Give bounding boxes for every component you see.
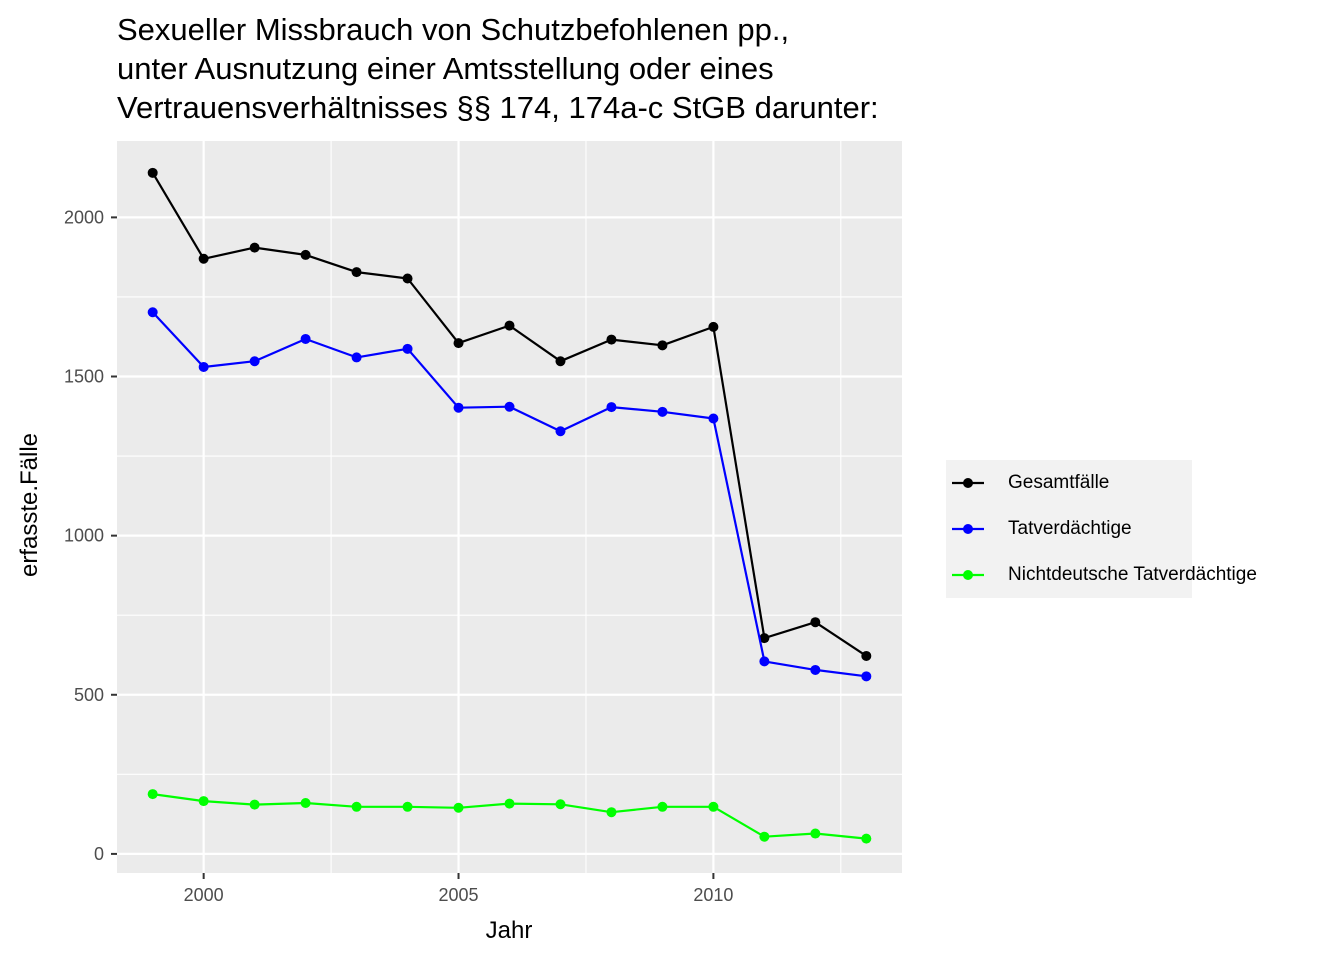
- data-point-series-0: [249, 242, 260, 253]
- y-tick-label: 500: [74, 685, 104, 705]
- data-point-series-2: [555, 799, 566, 810]
- chart-title-line-2: unter Ausnutzung einer Amtsstellung oder…: [117, 51, 774, 86]
- y-tick-label: 0: [94, 844, 104, 864]
- data-point-series-2: [504, 798, 515, 809]
- legend-label-gesamtfaelle: Gesamtfälle: [1008, 472, 1110, 493]
- data-point-series-0: [810, 617, 821, 628]
- data-point-series-1: [606, 402, 617, 413]
- x-axis-title: Jahr: [486, 917, 533, 944]
- data-point-series-0: [453, 338, 464, 349]
- data-point-series-2: [453, 802, 464, 813]
- legend-key-gesamtfaelle: [952, 478, 984, 488]
- legend-label-tatverdaechtige: Tatverdächtige: [1008, 518, 1132, 539]
- chart-title-line-1: Sexueller Missbrauch von Schutzbefohlene…: [117, 12, 790, 47]
- y-tick-label: 1500: [64, 367, 104, 387]
- data-point-series-0: [606, 334, 617, 345]
- x-tick-label: 2005: [439, 885, 479, 905]
- y-tick-label: 1000: [64, 526, 104, 546]
- data-point-series-2: [198, 796, 209, 807]
- data-point-series-1: [249, 356, 260, 367]
- data-point-series-1: [759, 656, 770, 667]
- data-point-series-1: [198, 361, 209, 372]
- data-point-series-2: [606, 807, 617, 818]
- data-point-series-0: [147, 167, 158, 178]
- legend-item-tatverdaechtige: Tatverdächtige: [946, 511, 1344, 547]
- series-layer: [147, 167, 872, 844]
- data-point-series-2: [351, 801, 362, 812]
- data-point-series-1: [810, 664, 821, 675]
- y-tick-label: 2000: [64, 207, 104, 227]
- legend-key-tatverdaechtige: [952, 524, 984, 534]
- data-point-series-1: [300, 333, 311, 344]
- axis-layer: 2000 2005 2010 0 500 1000 1500 2000: [64, 207, 733, 905]
- data-point-series-0: [351, 267, 362, 278]
- data-point-series-1: [555, 426, 566, 437]
- legend: Gesamtfälle Tatverdächtige Nichtdeutsche…: [946, 460, 1257, 598]
- data-point-series-1: [657, 406, 668, 417]
- data-point-series-0: [198, 253, 209, 264]
- data-point-series-0: [759, 633, 770, 644]
- minor-gridlines: [117, 141, 902, 873]
- data-point-series-1: [504, 401, 515, 412]
- data-point-series-1: [453, 402, 464, 413]
- data-point-series-2: [759, 831, 770, 842]
- data-point-series-1: [708, 413, 719, 424]
- data-point-series-2: [708, 801, 719, 812]
- data-point-series-2: [402, 801, 413, 812]
- x-tick-label: 2000: [184, 885, 224, 905]
- data-point-series-2: [861, 833, 872, 844]
- legend-label-nichtdeutsche-tatverdaechtige: Nichtdeutsche Tatverdächtige: [1008, 564, 1257, 585]
- data-point-series-0: [402, 273, 413, 284]
- data-point-series-0: [504, 320, 515, 331]
- data-point-series-0: [708, 321, 719, 332]
- data-point-series-2: [249, 799, 260, 810]
- data-point-series-2: [810, 828, 821, 839]
- data-point-series-1: [402, 343, 413, 354]
- legend-item-nichtdeutsche-tatverdaechtige: Nichtdeutsche Tatverdächtige: [946, 557, 1344, 593]
- data-point-series-0: [861, 650, 872, 661]
- chart-title-line-3: Vertrauensverhältnisses §§ 174, 174a-c S…: [117, 90, 879, 125]
- data-point-series-2: [657, 801, 668, 812]
- legend-item-gesamtfaelle: Gesamtfälle: [946, 465, 1344, 501]
- data-point-series-2: [147, 789, 158, 800]
- major-gridlines: [117, 141, 902, 873]
- data-point-series-2: [300, 797, 311, 808]
- data-point-series-0: [555, 356, 566, 367]
- data-point-series-1: [351, 352, 362, 363]
- x-tick-label: 2010: [693, 885, 733, 905]
- data-point-series-0: [657, 340, 668, 351]
- data-point-series-1: [861, 671, 872, 682]
- data-point-series-1: [147, 307, 158, 318]
- y-axis-title: erfasste.Fälle: [16, 433, 43, 577]
- plot-panel: [117, 141, 902, 873]
- data-point-series-0: [300, 249, 311, 260]
- legend-key-nichtdeutsche-tatverdaechtige: [952, 570, 984, 580]
